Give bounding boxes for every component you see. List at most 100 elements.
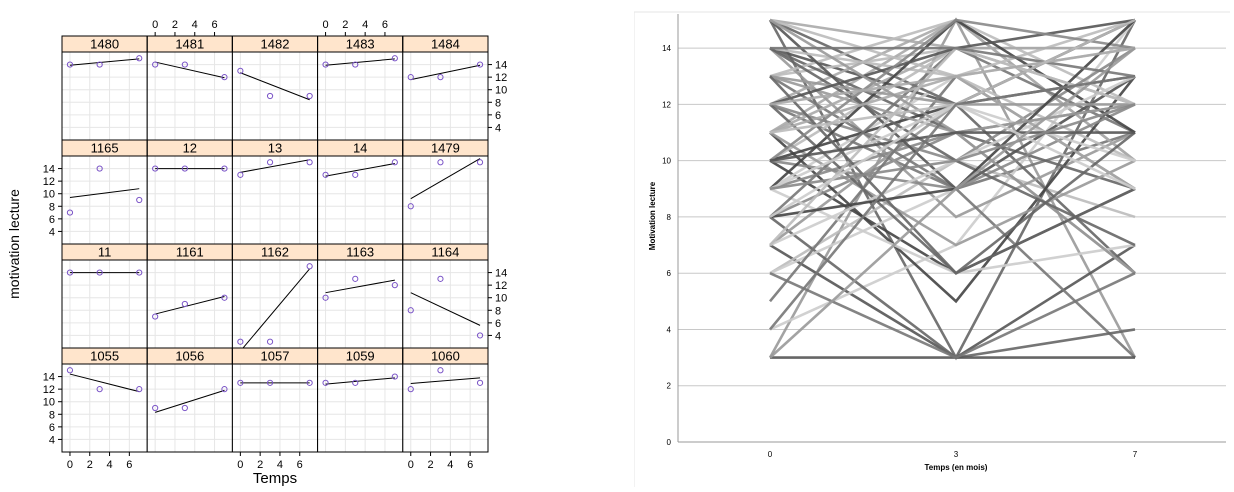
panel-strip-label: 1484 (431, 37, 460, 52)
y-tick-label-left: 10 (43, 189, 55, 201)
series-line-20 (770, 217, 1135, 358)
x-tick-label-bottom: 6 (297, 459, 303, 471)
y-tick-label-left: 6 (49, 214, 55, 226)
x-axis-title: Temps (en mois) (925, 463, 988, 472)
x-tick-label: 3 (954, 450, 959, 459)
panel-strip-label: 12 (183, 141, 197, 156)
panel-1484: 1484 (403, 36, 488, 140)
y-tick-label-right: 12 (495, 72, 507, 84)
panel-strip-label: 14 (353, 141, 367, 156)
x-tick-label-top: 2 (172, 19, 178, 31)
panel-1164: 1164 (403, 244, 488, 348)
panel-strip-label: 1164 (431, 245, 459, 260)
panel-1163: 1163 (318, 244, 403, 348)
panel-background (147, 260, 232, 348)
x-tick-label-bottom: 6 (126, 459, 132, 471)
x-tick-label-top: 6 (382, 19, 388, 31)
y-tick-label-right: 4 (495, 330, 501, 342)
y-tick-label: 2 (667, 382, 672, 391)
panel-1162: 1162 (232, 244, 317, 351)
y-tick-label-right: 10 (495, 85, 507, 97)
spaghetti-svg: 0 2 4 6 8 10 12 14 0 3 7 Temps (en mois) Motivation … (634, 0, 1234, 487)
x-tick-label-bottom: 4 (447, 459, 453, 471)
x-tick-label-bottom: 2 (427, 459, 433, 471)
panel-1165: 1165 (62, 140, 147, 244)
y-tick-label: 0 (667, 438, 672, 447)
y-axis-title: motivation lecture (6, 189, 22, 299)
x-tick-label-bottom: 6 (467, 459, 473, 471)
y-axis-title: Motivation lecture (648, 181, 657, 250)
x-tick-label-top: 6 (211, 19, 217, 31)
panel-background (62, 364, 147, 452)
panel-13: 13 (232, 140, 317, 244)
x-tick-label: 7 (1133, 450, 1138, 459)
y-tick-label-right: 8 (495, 305, 501, 317)
x-axis-title: Temps (253, 470, 297, 487)
panel-1483: 1483 (318, 36, 403, 140)
panel-strip-label: 1060 (431, 349, 460, 364)
y-tick-label-left: 12 (43, 384, 55, 396)
panel-strip-label: 1479 (431, 141, 460, 156)
x-tick-label-top: 4 (192, 19, 198, 31)
y-tick-label: 4 (667, 325, 672, 334)
panel-strip-label: 1480 (90, 37, 119, 52)
y-tick-label-right: 6 (495, 110, 501, 122)
y-tick-label-left: 14 (43, 372, 55, 384)
y-tick-label-right: 14 (495, 60, 507, 72)
panel-background (62, 260, 147, 348)
panel-1161: 1161 (147, 244, 232, 348)
series-line-41 (770, 273, 1135, 357)
y-tick-label-left: 10 (43, 397, 55, 409)
x-tick-label-bottom: 4 (106, 459, 112, 471)
y-tick-label: 6 (667, 269, 672, 278)
panel-strip-label: 1165 (91, 141, 119, 156)
x-tick-label-bottom: 0 (237, 459, 243, 471)
panel-1057: 1057 (232, 348, 317, 452)
panel-1060: 1060 (403, 348, 488, 452)
panel-background (62, 156, 147, 244)
panel-strip-label: 1057 (261, 349, 290, 364)
panel-background (318, 260, 403, 348)
x-tick-label-top: 0 (152, 19, 158, 31)
panel-1482: 1482 (232, 36, 317, 140)
panel-strip-label: 1162 (261, 245, 289, 260)
y-tick-label: 10 (662, 157, 671, 166)
x-tick-label-bottom: 0 (408, 459, 414, 471)
panel-strip-label: 1481 (175, 37, 204, 52)
panel-strip-label: 11 (98, 245, 112, 260)
panel-background (232, 156, 317, 244)
panel-strip-label: 1059 (346, 349, 375, 364)
panel-background (403, 260, 488, 348)
panel-1480: 1480 (62, 36, 147, 140)
y-tick-label-left: 8 (49, 409, 55, 421)
panel-strip-label: 1161 (176, 245, 204, 260)
panel-1479: 1479 (403, 140, 488, 244)
panel-strip-label: 1482 (261, 37, 290, 52)
x-tick-label: 0 (768, 450, 773, 459)
panel-12: 12 (147, 140, 232, 244)
trellis-svg: 1480 1481 1482 1483 14841165 12 13 14 147911 1161… (0, 0, 612, 487)
panel-background (147, 364, 232, 452)
panel-background (318, 364, 403, 452)
panel-1056: 1056 (147, 348, 232, 452)
x-tick-label-bottom: 0 (67, 459, 73, 471)
y-tick-label-left: 8 (49, 201, 55, 213)
x-tick-label-bottom: 2 (87, 459, 93, 471)
panel-background (403, 156, 488, 244)
y-tick-label: 14 (662, 44, 671, 53)
panel-background (318, 156, 403, 244)
y-tick-label-left: 6 (49, 422, 55, 434)
panel-strip-label: 1163 (346, 245, 374, 260)
y-tick-label-right: 6 (495, 318, 501, 330)
y-tick-label-right: 4 (495, 122, 501, 134)
panel-strip-label: 13 (268, 141, 282, 156)
panel-14: 14 (318, 140, 403, 244)
panel-1059: 1059 (318, 348, 403, 452)
panel-strip-label: 1056 (175, 349, 204, 364)
panel-1481: 1481 (147, 36, 232, 140)
y-tick-label-left: 14 (43, 164, 55, 176)
panel-background (147, 156, 232, 244)
panel-strip-label: 1055 (90, 349, 119, 364)
panel-background (232, 52, 317, 140)
x-tick-label-top: 0 (322, 19, 328, 31)
